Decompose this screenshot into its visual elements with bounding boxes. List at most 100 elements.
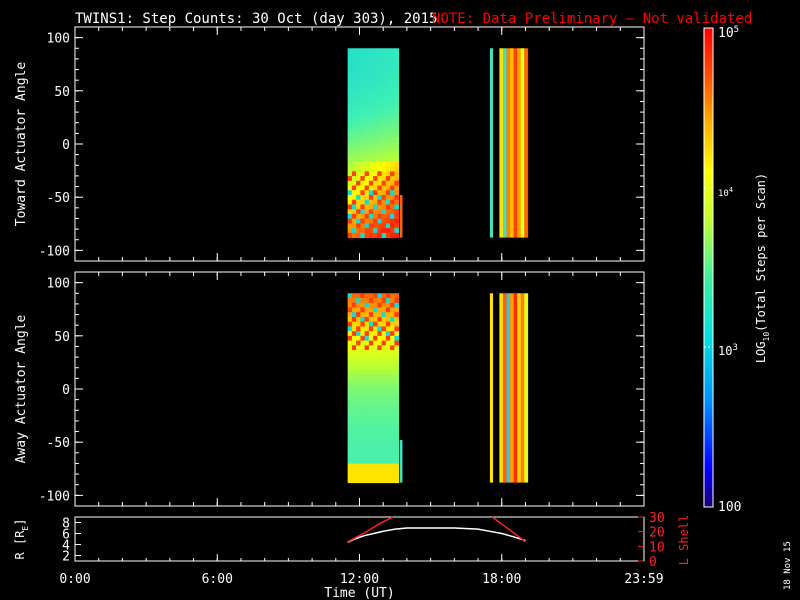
heatmap-cell <box>364 232 370 239</box>
heatmap-cell <box>381 444 387 450</box>
heatmap-cell <box>364 430 370 436</box>
heatmap-cell <box>360 48 366 54</box>
heatmap-cell <box>381 402 387 408</box>
heatmap-cell <box>360 152 366 158</box>
heatmap-cell <box>351 232 357 239</box>
heatmap-cell <box>347 147 353 153</box>
heatmap-cell <box>356 90 361 97</box>
heatmap-cell <box>360 331 366 337</box>
heatmap-cell <box>373 373 378 379</box>
heatmap-cell <box>356 190 361 196</box>
heatmap-cell <box>368 440 374 446</box>
heatmap-cell <box>368 232 374 239</box>
heatmap-cell <box>351 340 357 346</box>
colorbar: 105 104 103 100 LOG10(Total Steps per Sc… <box>703 25 771 515</box>
heatmap-cell <box>381 440 387 446</box>
heatmap-cell <box>390 124 395 130</box>
heatmap-cell <box>377 354 383 361</box>
heatmap-cell <box>364 48 370 54</box>
heatmap-cell <box>360 340 366 346</box>
heatmap-cell <box>390 326 395 332</box>
heatmap-cell <box>364 373 370 379</box>
y-tick-label: 0 <box>62 138 70 153</box>
heatmap-cell <box>368 218 374 224</box>
heatmap-cell <box>356 302 361 308</box>
toward-panel: 100 50 0 -50 -100 Toward Actuator Angle <box>14 26 645 262</box>
heatmap-cell <box>377 421 383 427</box>
heatmap-cell <box>394 354 400 361</box>
heatmap-cell <box>368 425 374 432</box>
heatmap-cell <box>385 425 391 432</box>
heatmap-cell <box>356 458 361 465</box>
heatmap-cell <box>377 128 383 134</box>
heatmap-cell <box>364 316 370 323</box>
heatmap-cell <box>360 86 366 92</box>
heatmap-cell <box>364 53 370 59</box>
heatmap-cell <box>368 209 374 215</box>
heatmap-cell <box>351 350 357 356</box>
heatmap-cell <box>377 383 383 389</box>
heatmap-cell <box>364 128 370 134</box>
heatmap-cell <box>356 477 361 484</box>
heatmap-stripe <box>513 293 518 483</box>
heatmap-cell <box>377 463 383 469</box>
heatmap-cell <box>364 416 370 422</box>
heatmap-cell <box>347 477 353 484</box>
heatmap-cell <box>356 378 361 384</box>
heatmap-cell <box>381 383 387 389</box>
heatmap-cell <box>390 350 395 356</box>
heatmap-stripe <box>499 48 504 238</box>
heatmap-cell <box>364 62 370 68</box>
heatmap-cell <box>377 176 383 182</box>
heatmap-cell <box>373 316 378 323</box>
heatmap-cell <box>351 48 357 54</box>
heatmap-cell <box>368 444 374 450</box>
heatmap-cell <box>390 430 395 436</box>
heatmap-cell <box>394 119 400 125</box>
heatmap-cell <box>360 218 366 224</box>
heatmap-cell <box>368 185 374 191</box>
heatmap-cell <box>356 157 361 163</box>
heatmap-cell <box>360 444 366 450</box>
heatmap-cell <box>351 171 357 177</box>
heatmap-cell <box>356 95 361 101</box>
x-tick-label: 23:59 <box>624 572 663 587</box>
heatmap-cell <box>390 302 395 308</box>
heatmap-cell <box>381 373 387 379</box>
heatmap-cell <box>351 345 357 351</box>
heatmap-cell <box>381 307 387 313</box>
heatmap-cell <box>377 152 383 158</box>
heatmap-stripe <box>524 293 529 483</box>
heatmap-cell <box>385 383 391 389</box>
heatmap-cell <box>364 90 370 97</box>
heatmap-cell <box>351 421 357 427</box>
heatmap-cell <box>351 161 357 168</box>
heatmap-cell <box>364 171 370 177</box>
heatmap-cell <box>364 293 370 299</box>
heatmap-cell <box>394 458 400 465</box>
heatmap-cell <box>381 321 387 327</box>
heatmap-cell <box>356 124 361 130</box>
heatmap-cell <box>385 302 391 308</box>
heatmap-cell <box>381 166 387 172</box>
heatmap-cell <box>364 477 370 484</box>
heatmap-cell <box>377 142 383 149</box>
heatmap-cell <box>373 298 378 304</box>
heatmap-cell <box>394 195 400 201</box>
heatmap-cell <box>390 444 395 450</box>
heatmap-cell <box>360 392 366 398</box>
heatmap-cell <box>381 326 387 332</box>
heatmap-cell <box>360 307 366 313</box>
heatmap-cell <box>390 180 395 187</box>
heatmap-cell <box>347 199 353 205</box>
heatmap-cell <box>364 147 370 153</box>
heatmap-cell <box>368 62 374 68</box>
heatmap-cell <box>394 387 400 394</box>
heatmap-cell <box>377 218 383 224</box>
heatmap-cell <box>381 425 387 432</box>
heatmap-cell <box>385 406 391 413</box>
heatmap-cell <box>364 421 370 427</box>
x-axis-label: Time (UT) <box>324 586 394 600</box>
heatmap-cell <box>385 463 391 469</box>
heatmap-cell <box>385 468 391 474</box>
